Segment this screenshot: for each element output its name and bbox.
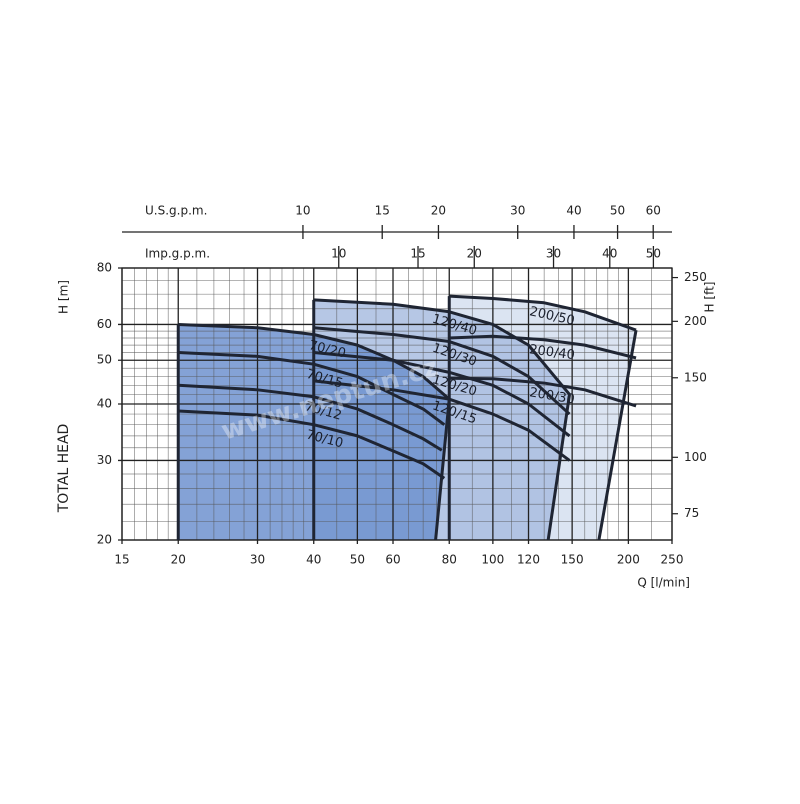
top-axis-label: U.S.g.p.m.: [145, 204, 207, 218]
top-axis-tick-label: 50: [646, 247, 661, 261]
top-axis-tick-label: 20: [467, 247, 482, 261]
x-tick-label: 20: [171, 553, 186, 567]
pump-curve: [449, 294, 637, 332]
x-tick-label: 200: [617, 553, 640, 567]
y2-tick-label: 150: [684, 370, 707, 384]
top-axis-tick-label: 60: [646, 204, 661, 218]
y-tick-label: 30: [97, 453, 112, 467]
y-tick-label: 40: [97, 397, 112, 411]
x-axis-label: Q [l/min]: [637, 576, 690, 590]
top-axis-tick-label: 50: [610, 204, 625, 218]
top-axis-tick-label: 15: [410, 247, 425, 261]
x-tick-label: 40: [306, 553, 321, 567]
y2-tick-label: 200: [684, 314, 707, 328]
pump-curve: [178, 383, 443, 452]
pump-curve: [449, 334, 637, 360]
x-tick-label: 50: [350, 553, 365, 567]
y-axis-label: H [m]: [57, 280, 71, 314]
pump-curve: [313, 298, 571, 396]
x-tick-label: 150: [561, 553, 584, 567]
plot-frame: [121, 267, 673, 541]
top-axis-tick-label: 10: [295, 204, 310, 218]
x-tick-label: 80: [442, 553, 457, 567]
top-axis-tick-label: 30: [510, 204, 525, 218]
pump-curve: [178, 351, 446, 426]
top-axis-tick-label: 15: [375, 204, 390, 218]
pump-curve: [449, 376, 637, 408]
pump-curve: [313, 351, 571, 438]
y2-tick-label: 100: [684, 450, 707, 464]
y-tick-label: 20: [97, 533, 112, 547]
pump-curve: [313, 326, 571, 416]
y-tick-label: 50: [97, 353, 112, 367]
x-tick-label: 60: [385, 553, 400, 567]
top-axis-tick-label: 30: [546, 247, 561, 261]
top-axis-tick-label: 40: [602, 247, 617, 261]
x-tick-label: 120: [517, 553, 540, 567]
family-edge: [434, 399, 451, 541]
top-axis-tick-label: 20: [431, 204, 446, 218]
grid: [118, 225, 678, 544]
x-tick-label: 250: [661, 553, 684, 567]
family-edge: [546, 394, 571, 541]
pump-curve: [178, 409, 446, 480]
top-axis-label: Imp.g.p.m.: [145, 247, 210, 261]
pump-curve: [178, 322, 451, 401]
y-axis-title: TOTAL HEAD: [56, 424, 72, 514]
x-tick-label: 15: [114, 553, 129, 567]
x-tick-label: 30: [250, 553, 265, 567]
y2-tick-label: 75: [684, 506, 699, 520]
y-tick-label: 80: [97, 261, 112, 275]
x-tick-label: 100: [481, 553, 504, 567]
top-axis-tick-label: 10: [331, 247, 346, 261]
y2-tick-label: 250: [684, 270, 707, 284]
curves: 200/50200/40200/30120/40120/30120/20120/…: [176, 294, 638, 541]
y2-axis-label: H [ft]: [703, 282, 717, 313]
family-edge: [597, 329, 638, 541]
y-tick-label: 60: [97, 317, 112, 331]
top-axis-tick-label: 40: [566, 204, 581, 218]
